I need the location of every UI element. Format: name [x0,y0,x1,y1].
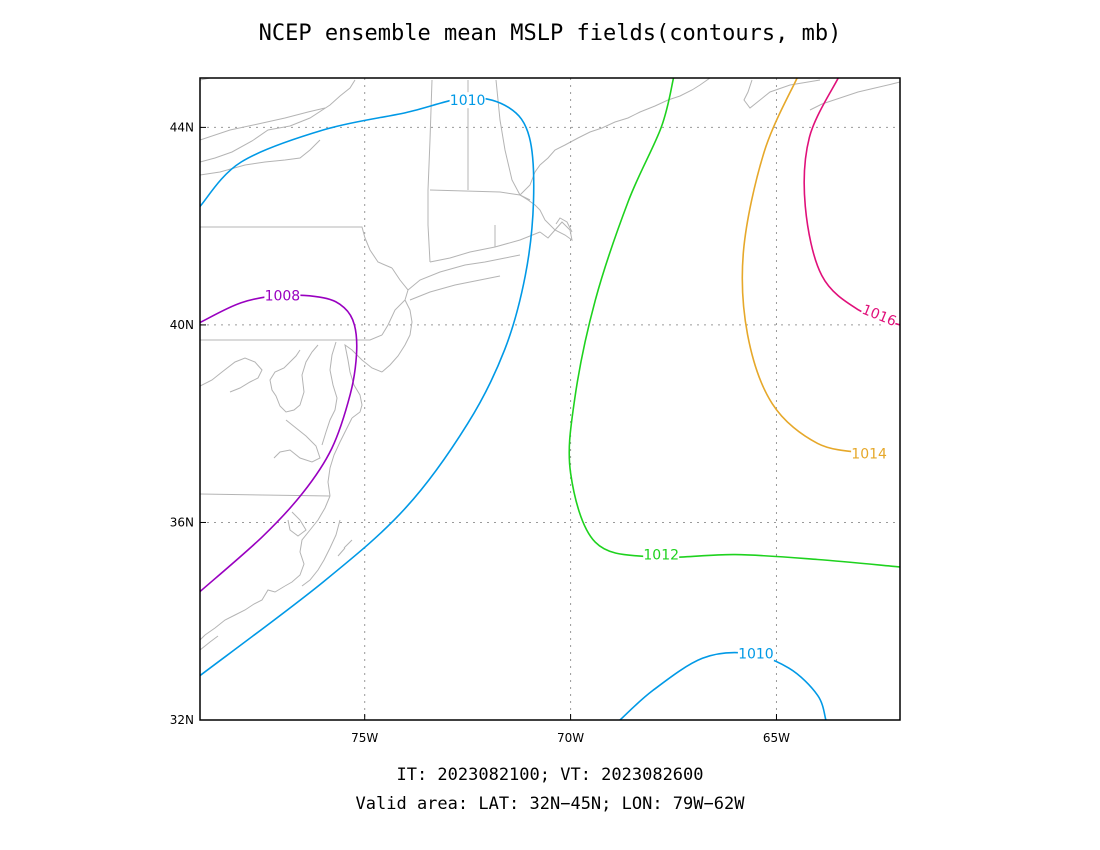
massachusetts-coast [519,194,573,242]
nova-scotia-east [809,81,900,111]
x-tick-label-2: 65W [763,731,790,745]
x-tick-label-0: 75W [351,731,378,745]
contour-label-2: 1012 [643,546,680,564]
va-tidewater [273,419,321,463]
nova-scotia-coast [743,79,821,109]
nh-me-border [495,79,521,196]
outer-banks [301,519,341,587]
chesapeake-bay-east [321,341,338,446]
long-island-coast [407,254,521,291]
lake-erie-shore [200,107,326,141]
new-jersey-coast [381,299,413,373]
ny-pa-border [200,226,393,269]
contour-label-5: 1010 [737,645,774,662]
contour-label-text-3: 1014 [851,446,887,462]
coastlines-and-borders [200,78,900,651]
maine-coast [519,78,711,196]
potomac [200,357,263,393]
contour-1014-line-4 [741,78,868,455]
grid-lines [200,78,900,720]
cape-cod [555,217,573,233]
great-lakes-shore [200,79,356,163]
contour-1012-line-3 [568,78,900,568]
contour-label-text-2: 1012 [643,548,679,564]
ma-border [429,189,531,201]
long-island-south-shore [409,275,501,301]
lake-ontario-shore [200,139,321,176]
nc-southern-coast [200,585,286,641]
pamlico-sound [287,511,307,537]
contour-label-text-5: 1010 [738,646,774,662]
virginia-coast [327,417,353,497]
contour-label-bg-3 [851,445,888,462]
contour-label-text-1: 1010 [450,93,486,109]
x-tick-label-1: 70W [557,731,584,745]
contour-label-3: 1014 [851,445,888,462]
va-nc-border [200,493,331,497]
chart-title: NCEP ensemble mean MSLP fields(contours,… [259,21,842,46]
y-tick-label-2: 36N [170,515,194,529]
vt-ny-border [427,79,433,191]
connecticut-coast [429,231,541,263]
contour-label-bg-4 [859,300,900,330]
delaware-bay [344,343,383,419]
contour-label-bg-2 [643,546,680,563]
contour-label-bg-5 [737,645,774,662]
footer-valid-area: Valid area: LAT: 32N−45N; LON: 79W−62W [356,794,746,814]
contour-label-bg-1 [449,92,486,109]
y-tick-label-3: 32N [170,713,194,727]
footer-run-times: IT: 2023082100; VT: 2023082600 [396,765,703,785]
contour-1016-line-5 [803,78,900,326]
contour-label-0: 1008 [264,287,301,304]
chesapeake-bay-west [269,344,319,413]
nc-sounds [284,495,331,587]
contour-label-1: 1010 [449,92,486,109]
ny-ct-border [427,190,431,263]
y-tick-label-1: 40N [170,318,194,332]
sc-coast [200,635,219,651]
contour-label-text-0: 1008 [265,288,301,304]
contour-label-bg-0 [264,287,301,304]
axis-ticks: 75W 70W 65W 44N 40N 36N 32N [170,120,790,745]
contour-1010-line-1 [200,96,535,677]
outer-banks-islands [337,539,353,557]
pa-md-border [200,334,383,341]
plot-frame [199,77,901,721]
y-tick-label-0: 44N [170,120,194,134]
plot-background [200,78,900,720]
